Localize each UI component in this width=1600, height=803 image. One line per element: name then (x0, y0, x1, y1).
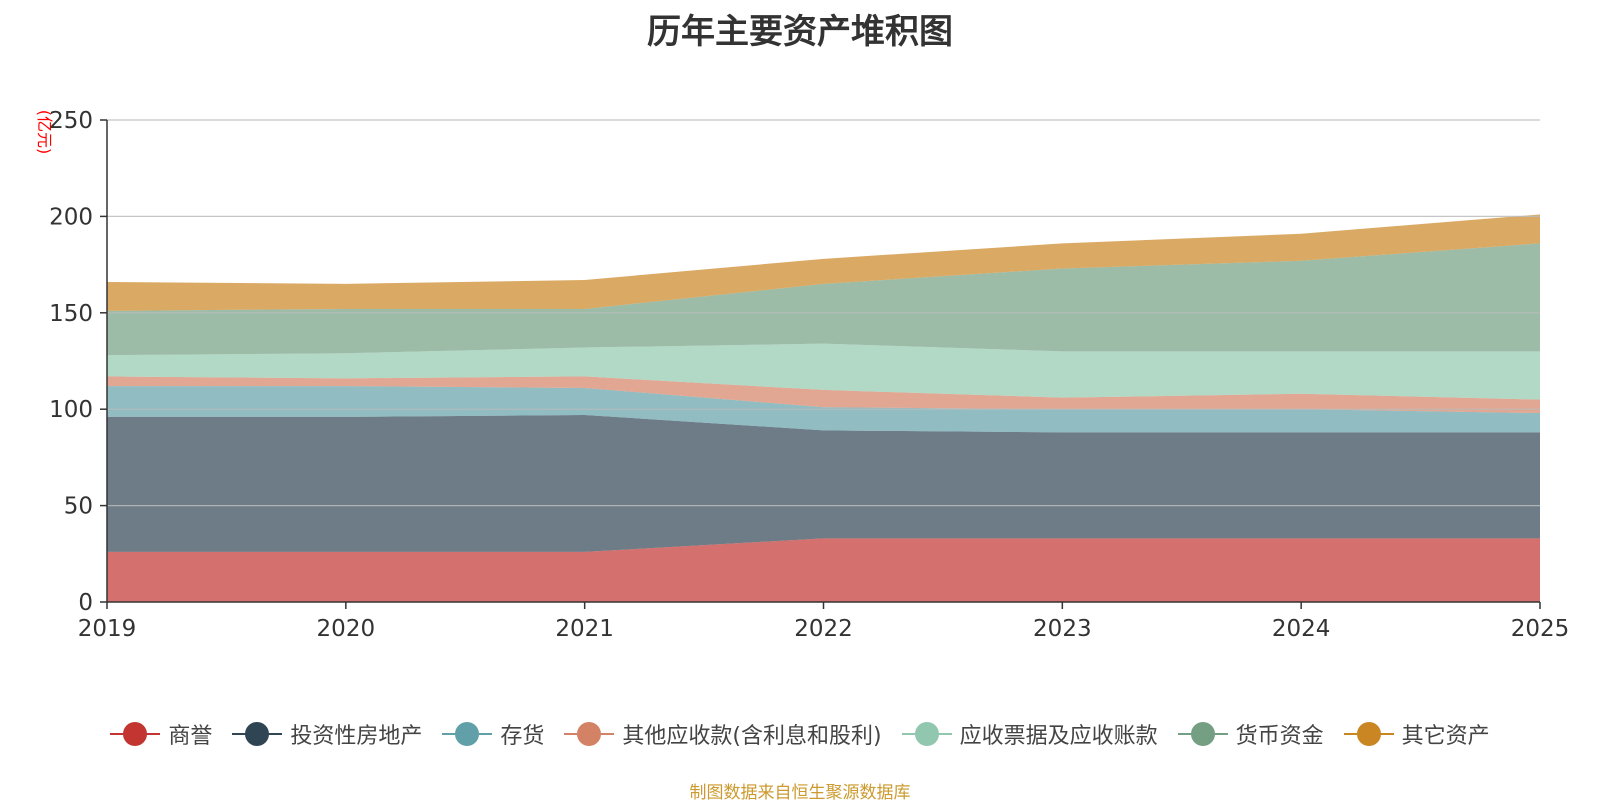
area-series-1 (107, 538, 1540, 602)
legend-label: 商誉 (168, 724, 213, 749)
legend-label: 其它资产 (1401, 724, 1490, 749)
legend-label: 投资性房地产 (290, 724, 423, 749)
area-layers (107, 214, 1540, 602)
x-tick-label: 2024 (1272, 616, 1331, 642)
y-tick-label: 50 (64, 494, 93, 520)
legend-marker-icon (232, 721, 283, 747)
legend-item-1[interactable]: 商誉 (110, 718, 212, 750)
legend-item-2[interactable]: 投资性房地产 (232, 718, 422, 750)
chart-title: 历年主要资产堆积图 (647, 12, 953, 52)
area-series-2 (107, 414, 1540, 552)
legend-label: 其他应收款(含利息和股利) (622, 724, 882, 749)
source-note: 制图数据来自恒生聚源数据库 (689, 783, 911, 803)
legend-marker-icon (901, 721, 952, 747)
y-tick-label: 100 (49, 397, 93, 423)
legend-marker-icon (1177, 721, 1228, 747)
legend-marker-icon (564, 721, 615, 747)
legend-marker-icon (110, 721, 161, 747)
legend-item-6[interactable]: 货币资金 (1177, 718, 1324, 750)
x-tick-label: 2019 (78, 616, 137, 642)
y-tick-label: 150 (49, 301, 93, 327)
x-tick-label: 2022 (794, 616, 853, 642)
legend-item-7[interactable]: 其它资产 (1343, 718, 1490, 750)
x-tick-label: 2025 (1511, 616, 1570, 642)
legend-item-3[interactable]: 存货 (442, 718, 544, 750)
x-tick-label: 2020 (317, 616, 376, 642)
x-tick-label: 2021 (555, 616, 614, 642)
legend-label: 货币资金 (1235, 724, 1324, 749)
x-tick-label: 2023 (1033, 616, 1092, 642)
y-tick-label: 0 (78, 590, 93, 616)
area-series-6 (107, 243, 1540, 356)
legend-label: 存货 (500, 724, 545, 749)
legend-marker-icon (1343, 721, 1394, 747)
area-series-4 (107, 376, 1540, 414)
chart-legend: 商誉 投资性房地产 存货 其他应收款(含利息和股利) 应收票据及应收账款 货币资金 其它资产 (0, 718, 1600, 750)
y-tick-label: 250 (49, 108, 93, 134)
legend-item-5[interactable]: 应收票据及应收账款 (901, 718, 1158, 750)
area-series-7 (107, 214, 1540, 311)
legend-label: 应收票据及应收账款 (959, 724, 1158, 749)
y-tick-label: 200 (49, 204, 93, 230)
legend-item-4[interactable]: 其他应收款(含利息和股利) (564, 718, 882, 750)
area-series-5 (107, 343, 1540, 400)
legend-marker-icon (442, 721, 493, 747)
